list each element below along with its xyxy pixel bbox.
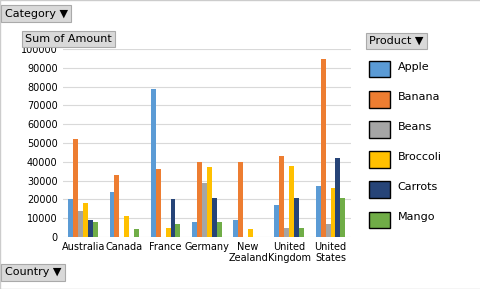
- Text: Category ▼: Category ▼: [5, 9, 68, 19]
- Bar: [156, 169, 160, 237]
- FancyBboxPatch shape: [368, 61, 389, 77]
- Bar: [315, 186, 320, 237]
- Bar: [202, 183, 206, 237]
- FancyBboxPatch shape: [368, 91, 389, 108]
- Bar: [274, 205, 279, 237]
- Bar: [114, 175, 119, 237]
- Text: Sum of Amount: Sum of Amount: [25, 34, 111, 44]
- Bar: [109, 192, 114, 237]
- Bar: [83, 203, 88, 237]
- Text: Apple: Apple: [397, 62, 429, 72]
- Bar: [320, 58, 325, 237]
- Bar: [284, 228, 288, 237]
- Bar: [211, 198, 216, 237]
- Text: Carrots: Carrots: [397, 182, 437, 192]
- FancyBboxPatch shape: [368, 181, 389, 198]
- Bar: [78, 211, 83, 237]
- Bar: [150, 88, 156, 237]
- Bar: [335, 158, 340, 237]
- Text: Banana: Banana: [397, 92, 439, 102]
- Bar: [88, 220, 93, 237]
- Bar: [165, 228, 170, 237]
- Bar: [93, 222, 98, 237]
- Bar: [299, 228, 303, 237]
- Bar: [288, 166, 294, 237]
- Bar: [233, 220, 238, 237]
- Bar: [216, 222, 221, 237]
- Text: Product ▼: Product ▼: [368, 36, 422, 46]
- Bar: [279, 156, 284, 237]
- Bar: [170, 199, 175, 237]
- FancyBboxPatch shape: [368, 121, 389, 138]
- Bar: [238, 162, 242, 237]
- Bar: [124, 216, 129, 237]
- Text: Country ▼: Country ▼: [5, 267, 61, 277]
- Text: Broccoli: Broccoli: [397, 152, 441, 162]
- Bar: [294, 198, 299, 237]
- Bar: [175, 224, 180, 237]
- Bar: [248, 229, 252, 237]
- Text: Beans: Beans: [397, 122, 431, 132]
- Bar: [330, 188, 335, 237]
- Bar: [68, 199, 73, 237]
- Bar: [192, 222, 196, 237]
- FancyBboxPatch shape: [368, 151, 389, 168]
- Bar: [206, 167, 211, 237]
- Bar: [325, 224, 330, 237]
- FancyBboxPatch shape: [368, 212, 389, 228]
- Bar: [340, 198, 345, 237]
- Bar: [73, 139, 78, 237]
- Bar: [196, 162, 202, 237]
- Text: Mango: Mango: [397, 212, 434, 222]
- Bar: [134, 229, 139, 237]
